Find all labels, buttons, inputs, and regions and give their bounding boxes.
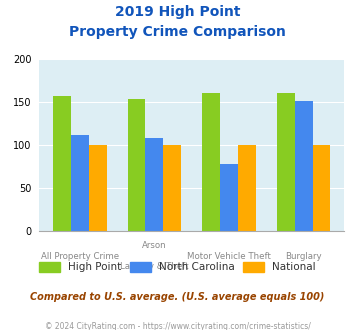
- Text: Compared to U.S. average. (U.S. average equals 100): Compared to U.S. average. (U.S. average …: [30, 292, 325, 302]
- Text: Larceny & Theft: Larceny & Theft: [120, 262, 189, 271]
- Text: Arson: Arson: [142, 241, 167, 250]
- Bar: [53, 96, 71, 231]
- Bar: [238, 145, 256, 231]
- Text: All Property Crime: All Property Crime: [41, 251, 119, 261]
- Text: Motor Vehicle Theft: Motor Vehicle Theft: [187, 251, 271, 261]
- Text: Property Crime Comparison: Property Crime Comparison: [69, 25, 286, 39]
- Text: © 2024 CityRating.com - https://www.cityrating.com/crime-statistics/: © 2024 CityRating.com - https://www.city…: [45, 322, 310, 330]
- Bar: [277, 93, 295, 231]
- Bar: [146, 138, 163, 231]
- Bar: [295, 101, 312, 231]
- Text: Burglary: Burglary: [285, 251, 322, 261]
- Text: 2019 High Point: 2019 High Point: [115, 5, 240, 19]
- Bar: [202, 93, 220, 231]
- Bar: [71, 135, 89, 231]
- Bar: [163, 145, 181, 231]
- Bar: [127, 99, 146, 231]
- Bar: [312, 145, 331, 231]
- Bar: [220, 164, 238, 231]
- Legend: High Point, North Carolina, National: High Point, North Carolina, National: [35, 258, 320, 277]
- Bar: [89, 145, 106, 231]
